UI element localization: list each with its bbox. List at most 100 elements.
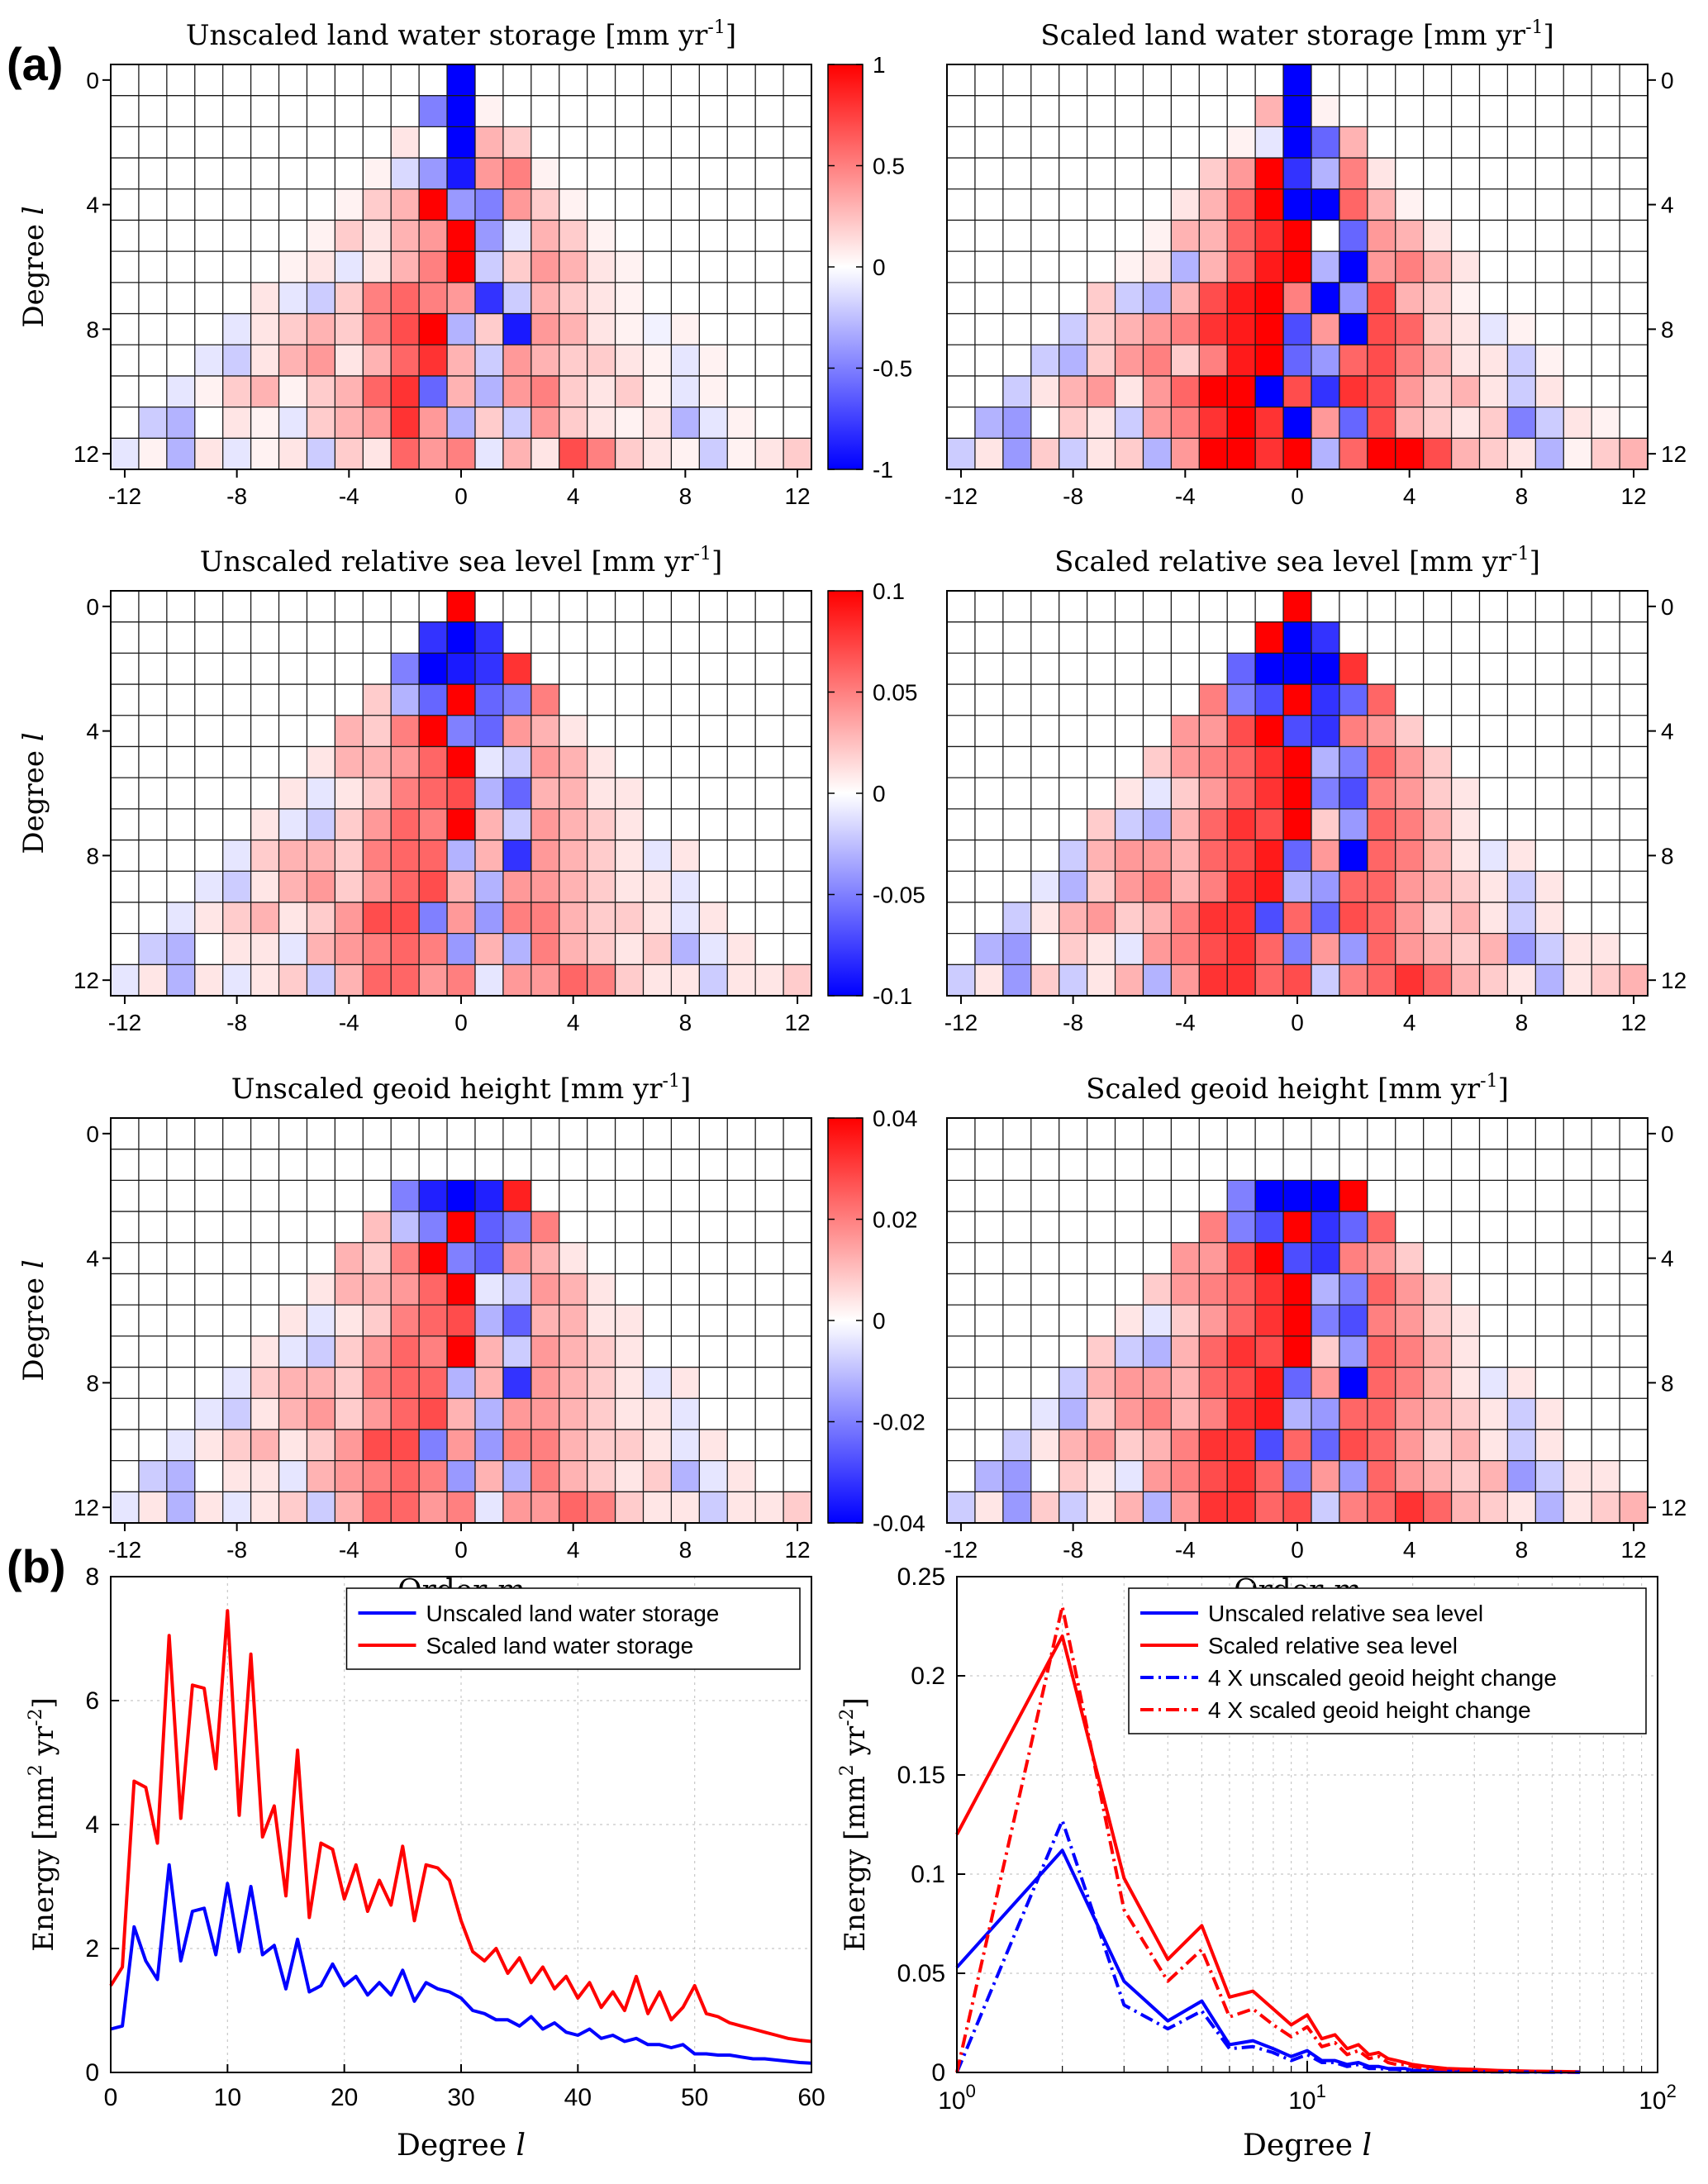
heatmap-cell — [1311, 126, 1339, 159]
heatmap-cell — [587, 1305, 616, 1336]
heatmap-cell — [671, 840, 700, 872]
heatmap-cell — [474, 1149, 503, 1181]
heatmap-cell — [335, 251, 364, 283]
heatmap-cell — [643, 1367, 672, 1399]
heatmap-cell — [530, 1273, 559, 1306]
heatmap-cell — [643, 871, 672, 902]
heatmap-cell — [1227, 715, 1256, 747]
y-tick-label: 0 — [1661, 68, 1674, 93]
heatmap-cell — [530, 902, 559, 934]
heatmap-cell — [1311, 1211, 1339, 1243]
x-tick-label: -8 — [1063, 483, 1083, 509]
chart-title-superscript: -1 — [707, 17, 725, 38]
heatmap-cell — [1339, 715, 1368, 747]
heatmap-cell — [502, 345, 531, 376]
legend: Unscaled land water storage Scaled land w… — [345, 1587, 801, 1670]
heatmap-cell — [643, 1398, 672, 1430]
heatmap-cell — [1620, 1492, 1648, 1523]
heatmap-cell — [1507, 840, 1536, 872]
heatmap-cell — [447, 1335, 475, 1368]
x-tick-label: 0 — [454, 1537, 468, 1563]
heatmap-cell — [1395, 1242, 1424, 1274]
chart-title-end: ] — [1498, 1073, 1509, 1106]
heatmap-cell — [1171, 1305, 1200, 1336]
heatmap-cell — [363, 715, 392, 747]
heatmap-cell — [1227, 1460, 1256, 1492]
heatmap-cell — [1143, 746, 1172, 778]
heatmap-cell — [1171, 1367, 1200, 1399]
x-tick-label: -8 — [1063, 1010, 1083, 1035]
chart-title-text: Unscaled relative sea level [mm yr — [200, 545, 694, 578]
heatmap-cell — [419, 375, 448, 407]
heatmap-cell — [530, 251, 559, 283]
heatmap-cell — [474, 621, 503, 654]
heatmap-cell — [559, 407, 588, 439]
heatmap-cell — [447, 778, 475, 809]
heatmap-cell — [1367, 407, 1396, 439]
heatmap-cell — [1451, 778, 1480, 809]
heatmap-cell — [530, 840, 559, 872]
heatmap-cell — [1255, 345, 1284, 376]
colorbar-rsl_unscaled: 0.1 0.05 0 -0.05 -0.1 — [827, 578, 925, 1009]
heatmap-cell — [307, 871, 335, 902]
heatmap-cell — [1339, 1242, 1368, 1274]
heatmap-cell — [1283, 1149, 1311, 1181]
heatmap-cell — [615, 933, 644, 965]
heatmap-cell — [1535, 1398, 1564, 1430]
heatmap-cell — [1255, 1398, 1284, 1430]
heatmap-cell — [559, 871, 588, 902]
heatmap-cell — [559, 313, 588, 345]
heatmap-cell — [1199, 964, 1228, 996]
heatmap-cell — [1143, 251, 1172, 283]
heatmap-cell — [1255, 1273, 1284, 1306]
heatmap-cell — [587, 251, 616, 283]
heatmap-cell — [447, 1149, 475, 1181]
x-tick-label: 8 — [679, 483, 692, 509]
heatmap-cell — [419, 653, 448, 685]
heatmap-cell — [1059, 345, 1087, 376]
y-axis-label: Degree l — [17, 1259, 50, 1381]
heatmap-cell — [1143, 282, 1172, 314]
heatmap-cell — [1311, 621, 1339, 654]
heatmap-cell — [699, 407, 728, 439]
heatmap-cell — [363, 1211, 392, 1243]
heatmap-cell — [1339, 313, 1368, 345]
heatmap-cell — [1283, 158, 1311, 189]
x-axis-label-variable: l — [1362, 2129, 1372, 2163]
heatmap-cell — [643, 282, 672, 314]
heatmap-cell — [1423, 313, 1452, 345]
heatmap-cell — [474, 313, 503, 345]
heatmap-cell — [755, 407, 784, 439]
chart-title-superscript: -1 — [1525, 17, 1543, 38]
heatmap-cell — [335, 1492, 364, 1523]
heatmap-cell — [278, 438, 307, 469]
heatmap-cell — [1451, 933, 1480, 965]
heatmap-cell — [1143, 840, 1172, 872]
y-tick-label: 8 — [86, 316, 99, 342]
heatmap-cell — [1171, 407, 1200, 439]
heatmap-cell — [502, 808, 531, 840]
heatmap-cell — [335, 964, 364, 996]
heatmap-cell — [307, 1273, 335, 1306]
heatmap-cell — [1255, 1460, 1284, 1492]
heatmap-cell — [755, 933, 784, 965]
heatmap-cell — [419, 1273, 448, 1306]
heatmap-cell — [1199, 1273, 1228, 1306]
heatmap-cell — [1283, 840, 1311, 872]
heatmap-cell — [1479, 438, 1508, 469]
heatmap-cell — [1423, 407, 1452, 439]
heatmap-cell — [363, 778, 392, 809]
heatmap-cell — [1030, 438, 1059, 469]
heatmap-cell — [307, 1367, 335, 1399]
y-axis-label-text: Degree — [17, 1278, 50, 1382]
heatmap-cell — [615, 345, 644, 376]
heatmap-cell — [1283, 64, 1311, 96]
chart-title-end: ] — [726, 19, 736, 52]
heatmap-cell — [1395, 1492, 1424, 1523]
heatmap-cell — [1087, 345, 1116, 376]
heatmap-cell — [1563, 1492, 1592, 1523]
heatmap-cell — [1339, 1460, 1368, 1492]
heatmap-cell — [1311, 95, 1339, 127]
heatmap-cell — [1367, 964, 1396, 996]
heatmap-cell — [559, 964, 588, 996]
